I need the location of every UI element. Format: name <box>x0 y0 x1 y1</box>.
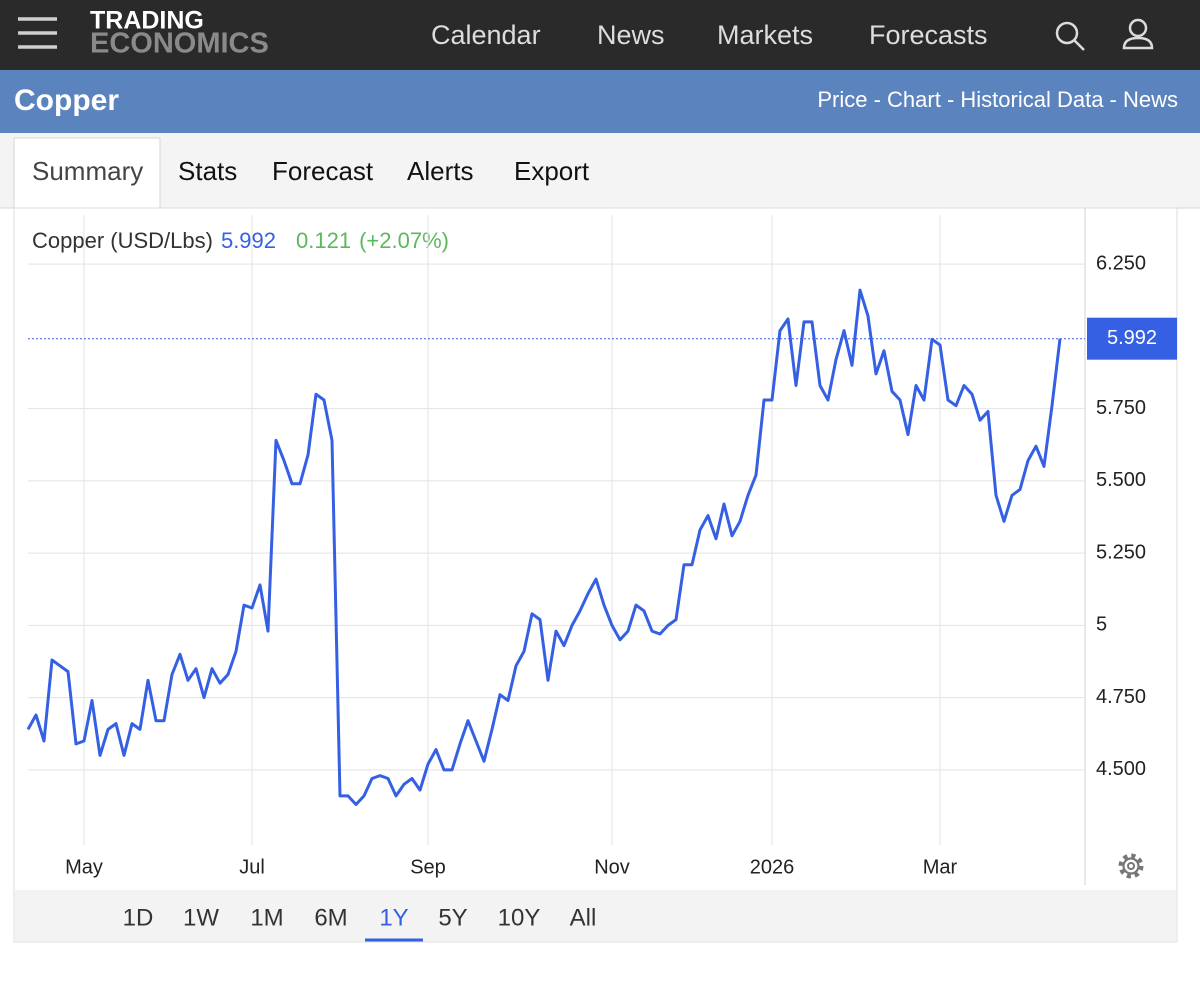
y-tick-label: 4.750 <box>1096 686 1146 708</box>
x-tick-label: Nov <box>594 856 630 878</box>
tab[interactable]: Stats <box>178 156 237 186</box>
legend-change: 0.121 <box>296 228 351 253</box>
title-bar <box>0 70 1200 133</box>
range-button[interactable]: All <box>570 904 597 931</box>
logo-top[interactable]: TRADING <box>90 7 204 35</box>
settings-icon[interactable] <box>1118 853 1144 879</box>
y-tick-label: 4.500 <box>1096 758 1146 780</box>
top-bar <box>0 0 1200 70</box>
user-body <box>1122 36 1154 50</box>
menu-icon[interactable] <box>18 17 57 49</box>
tab[interactable]: Alerts <box>407 156 473 186</box>
x-tick-label: 2026 <box>750 856 795 878</box>
tabs: Summary Stats Forecast Alerts Export <box>13 137 590 210</box>
page-title: Copper <box>14 84 119 117</box>
chart-panel <box>13 207 1178 943</box>
user-head <box>1128 18 1148 38</box>
last-value-badge <box>1087 317 1177 360</box>
y-tick-label: 6.250 <box>1096 252 1146 274</box>
gear-ring <box>1122 857 1140 875</box>
nav: Calendar News Markets Forecasts <box>431 20 988 50</box>
range-button[interactable]: 1Y <box>379 904 408 931</box>
gear-hub <box>1127 862 1135 870</box>
tab-bar <box>0 133 1200 208</box>
search-handle <box>1073 39 1085 51</box>
range-bar <box>15 890 1176 941</box>
chart-legend: Copper (USD/Lbs) 5.992 0.121 (+2.07%) <box>32 228 449 253</box>
range-button[interactable]: 1D <box>123 904 154 931</box>
search-icon[interactable] <box>1055 21 1085 51</box>
nav-item[interactable]: Calendar <box>431 20 541 50</box>
x-tick-label: Mar <box>923 856 958 878</box>
range-button[interactable]: 6M <box>314 904 347 931</box>
logo-bottom[interactable]: ECONOMICS <box>90 28 269 60</box>
tab-selected <box>13 137 161 210</box>
legend-change-pct: (+2.07%) <box>359 228 449 253</box>
tab[interactable]: Summary <box>32 156 143 186</box>
price-line <box>26 288 1062 806</box>
user-icon[interactable] <box>1122 18 1154 50</box>
x-tick-label: Sep <box>410 856 446 878</box>
gear-teeth <box>1118 853 1144 879</box>
plot: 4.500 4.750 5 5.250 5.500 5.750 6.250 May Jul Sep… <box>26 215 1177 878</box>
range-button[interactable]: 5Y <box>438 904 467 931</box>
x-tick-label: May <box>65 856 103 878</box>
y-tick-label: 5.500 <box>1096 469 1146 491</box>
y-tick-label: 5.750 <box>1096 397 1146 419</box>
title-links[interactable]: Price - Chart - Historical Data - News <box>817 87 1178 112</box>
tab[interactable]: Export <box>514 156 590 186</box>
nav-item[interactable]: Forecasts <box>869 20 988 50</box>
y-tick-label: 5.250 <box>1096 541 1146 563</box>
nav-item[interactable]: Markets <box>717 20 813 50</box>
ranges: 1D 1W 1M 6M 1Y 5Y 10Y All <box>123 904 597 942</box>
legend-name: Copper (USD/Lbs) <box>32 228 213 253</box>
tab[interactable]: Forecast <box>272 156 374 186</box>
search-circle <box>1055 21 1079 45</box>
nav-item[interactable]: News <box>597 20 665 50</box>
y-tick-label: 5 <box>1096 614 1107 636</box>
range-button[interactable]: 10Y <box>498 904 541 931</box>
legend-value: 5.992 <box>221 228 276 253</box>
range-button[interactable]: 1M <box>250 904 283 931</box>
range-button[interactable]: 1W <box>183 904 219 931</box>
last-value-label: 5.992 <box>1107 327 1157 349</box>
x-tick-label: Jul <box>239 856 265 878</box>
